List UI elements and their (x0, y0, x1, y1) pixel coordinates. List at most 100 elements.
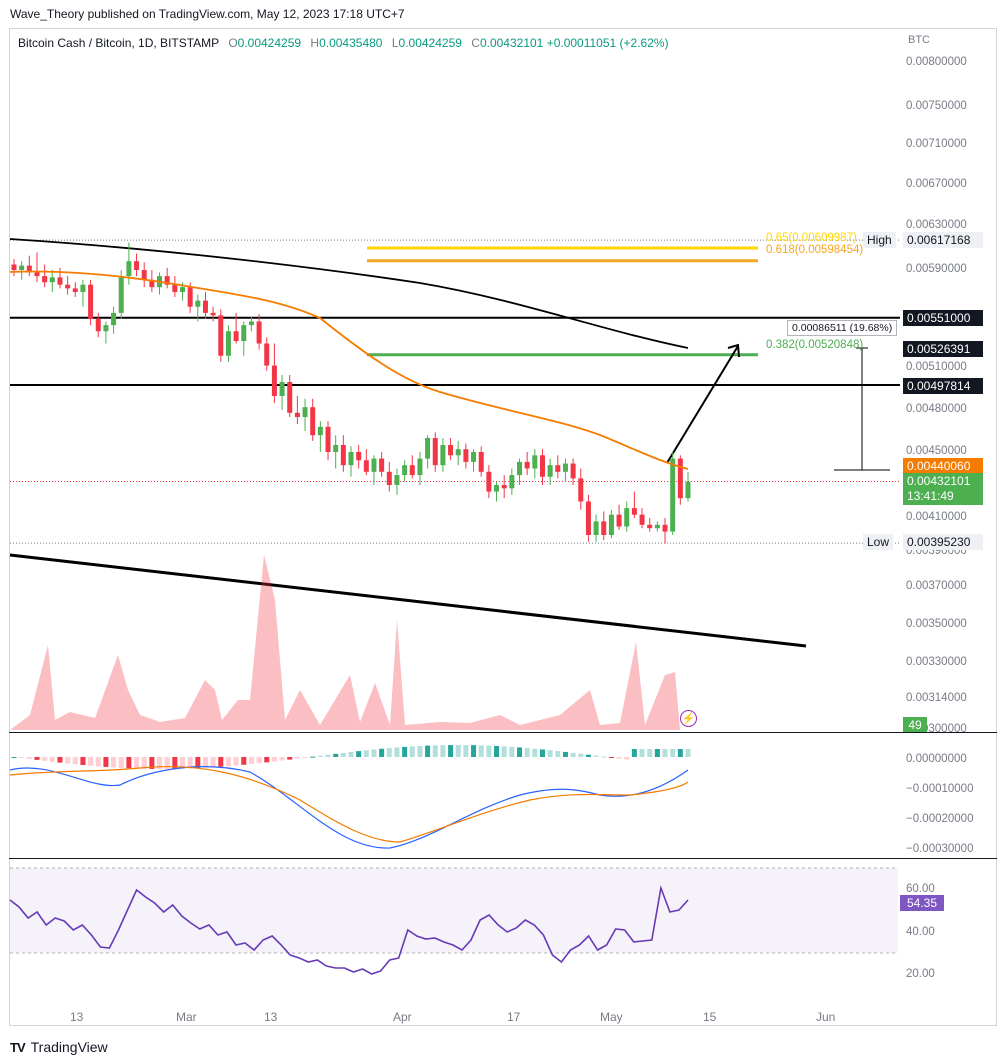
macd-histogram-bar (157, 757, 163, 769)
macd-histogram-bar (501, 746, 507, 757)
tradingview-logo-icon: TV (10, 1039, 26, 1055)
candle-body (317, 426, 323, 436)
candle-body (302, 407, 308, 417)
rsi-band (10, 868, 898, 953)
close-value: 0.00432101 (479, 36, 544, 50)
macd-histogram-bar (425, 745, 431, 757)
candle-body (394, 475, 400, 485)
symbol-title[interactable]: Bitcoin Cash / Bitcoin, 1D, BITSTAMP (18, 36, 219, 50)
low-label: L (391, 36, 399, 50)
candle-body (172, 284, 178, 293)
candle-body (340, 445, 346, 466)
macd-histogram-bar (685, 749, 691, 757)
macd-label-1: −0.00010000 (906, 783, 974, 795)
candle-body (677, 458, 683, 499)
macd-histogram-bar (210, 757, 216, 768)
macd-histogram-bar (478, 745, 484, 757)
macd-histogram-bar (241, 757, 247, 765)
projection-arrow-line (666, 345, 739, 464)
macd-histogram-bar (647, 749, 653, 757)
time-label-1: Mar (176, 1010, 197, 1024)
bar-countdown: 13:41:49 (907, 489, 954, 503)
candle-body (494, 485, 500, 492)
macd-histogram-bar (317, 755, 323, 757)
candle-body (256, 321, 262, 344)
candle-body (585, 501, 591, 535)
rsi-line (9, 884, 689, 975)
fib-65-label: 0.65(0.00609987) (766, 232, 857, 244)
candle-body (126, 261, 132, 277)
candle-body (80, 284, 86, 293)
pane-divider-2[interactable] (9, 858, 997, 859)
macd-histogram-bar (677, 749, 683, 757)
macd-histogram-bar (80, 757, 86, 766)
macd-histogram-bar (72, 757, 78, 765)
support-trendline (9, 553, 807, 648)
macd-histogram-bar (494, 745, 500, 757)
macd-histogram-bar (325, 754, 331, 757)
candle-body (386, 471, 392, 485)
resistance-tag-1: 0.00551000 (903, 310, 983, 326)
macd-histogram-bar (134, 757, 140, 769)
candle-body (118, 276, 124, 313)
macd-histogram-bar (539, 749, 545, 757)
high-caption: High (863, 232, 896, 248)
price-range-measure[interactable]: 0.00086511 (19.68%) (787, 320, 898, 336)
candle-body (248, 321, 254, 326)
fib-382-label: 0.382(0.00520848) (766, 339, 864, 351)
candle-body (103, 325, 109, 332)
candle-body (578, 478, 584, 502)
time-label-2: 13 (264, 1010, 278, 1024)
time-label-0: 13 (70, 1010, 84, 1024)
macd-histogram-bar (386, 748, 392, 757)
high-label: H (310, 36, 320, 50)
chart-frame (9, 28, 997, 1026)
macd-histogram-bar (287, 757, 293, 760)
ema-tag: 0.00440060 (903, 458, 983, 474)
candle-body (463, 449, 469, 462)
macd-histogram-bar (264, 757, 270, 763)
lightning-icon[interactable]: ⚡ (680, 710, 697, 727)
macd-histogram-bar (562, 751, 568, 757)
volume-value-tag: 49 (903, 717, 927, 733)
candle-body (294, 412, 300, 417)
macd-histogram-bar (662, 749, 668, 757)
macd-histogram-bar (310, 756, 316, 758)
candle-body (271, 365, 277, 396)
macd-histogram-bar (103, 757, 109, 767)
macd-histogram-bar (88, 757, 94, 766)
candle-body (202, 300, 208, 313)
brand-name: TradingView (30, 1039, 108, 1055)
macd-histogram-bar (11, 757, 17, 758)
candle-body (149, 279, 155, 288)
price-label: 0.00314000 (906, 692, 967, 704)
candle-body (639, 514, 645, 525)
candle-body (371, 458, 377, 472)
footer-brand[interactable]: TV TradingView (10, 1039, 108, 1055)
time-label-5: May (600, 1010, 623, 1024)
price-label: 0.00450000 (906, 445, 967, 457)
candle-body (631, 508, 637, 515)
candle-body (287, 382, 293, 413)
macd-histogram-bar (517, 747, 522, 757)
macd-label-0: 0.00000000 (906, 753, 967, 765)
macd-histogram-bar (195, 757, 201, 769)
candle-body (448, 445, 454, 456)
open-label: O (228, 36, 238, 50)
candle-body (524, 461, 530, 469)
macd-histogram-bar (172, 757, 178, 769)
macd-histogram-bar (409, 746, 415, 757)
candle-body (685, 481, 691, 499)
macd-histogram-bar (394, 747, 400, 757)
macd-histogram-bar (601, 756, 607, 758)
macd-histogram-bar (440, 745, 446, 757)
macd-histogram-bar (471, 745, 477, 757)
high-tag: 0.00617168 (903, 232, 983, 248)
candle-body (241, 325, 247, 342)
candle-body (42, 276, 48, 283)
macd-histogram-bar (555, 751, 561, 757)
high-value: 0.00435480 (319, 36, 383, 50)
pane-divider-1[interactable] (9, 732, 997, 733)
candle-body (670, 458, 676, 532)
